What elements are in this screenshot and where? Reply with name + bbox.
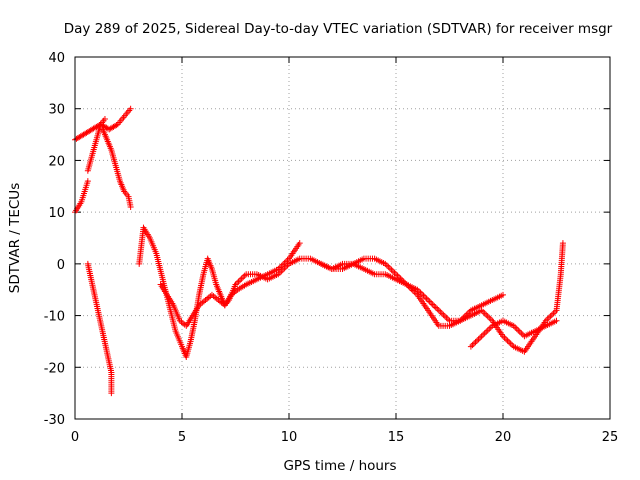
data-point [503,336,510,343]
data-point [469,342,476,349]
data-point [386,265,393,272]
data-point [487,316,494,323]
data-point [101,116,108,123]
data-point [441,313,448,320]
series-track-g [318,260,506,324]
data-point [434,305,441,312]
data-point [478,333,485,340]
data-point [425,297,432,304]
data-point [428,300,435,307]
data-point [240,274,247,281]
grid-lines [75,57,610,419]
data-point [484,327,491,334]
data-point [477,334,484,341]
data-point [426,298,433,305]
data-point [444,316,451,323]
data-point [235,278,242,285]
data-point [481,330,488,337]
data-point [480,331,487,338]
series-track-h [467,317,560,350]
data-point [127,105,134,112]
data-point [108,390,115,397]
data-point [443,314,450,321]
data-point [547,313,554,320]
data-point [385,263,392,270]
data-series [72,105,566,397]
data-point [486,325,493,332]
data-point [423,295,430,302]
data-point [513,325,520,332]
data-point [483,328,490,335]
data-point [553,317,560,324]
series-track-f [157,240,303,329]
x-tick-label: 15 [388,430,405,445]
data-point [470,340,477,347]
data-point [504,337,511,344]
x-axis-label: GPS time / hours [283,458,396,474]
data-point [483,311,490,318]
data-point [475,336,482,343]
series-track-c [84,116,108,174]
data-point [296,240,303,247]
data-point [467,343,474,350]
y-axis-label: SDTVAR / TECUs [7,183,23,293]
y-tick-label: -10 [44,310,65,325]
data-point [435,307,442,314]
data-point [422,294,429,301]
data-point [474,337,481,344]
data-point [484,313,491,320]
plot-frame [74,56,611,420]
data-point [432,304,439,311]
data-point [84,178,91,185]
y-tick-label: -30 [44,413,65,428]
x-tick-label: 20 [495,430,512,445]
data-point [472,339,479,346]
series-isolated [84,260,115,397]
data-point [507,340,514,347]
data-point [429,301,436,308]
data-point [545,314,552,321]
x-tick-label: 5 [178,430,186,445]
series-track-e [136,224,566,360]
data-point [237,277,244,284]
data-point [501,334,508,341]
x-tick-label: 25 [602,430,619,445]
data-point [506,339,513,346]
y-tick-label: 0 [57,258,65,273]
series-track-b [72,178,91,216]
y-tick-label: 30 [48,103,65,118]
x-tick-label: 10 [281,430,298,445]
data-point [559,240,566,247]
data-point [241,272,248,279]
data-point [127,203,134,210]
data-point [437,308,444,315]
data-point [113,122,120,129]
series-track-d [99,126,134,210]
data-point [500,291,506,298]
data-point [440,311,447,318]
data-point [548,311,555,318]
data-point [238,275,245,282]
x-tick-label: 0 [71,430,79,445]
chart-title: Day 289 of 2025, Sidereal Day-to-day VTE… [64,21,613,37]
data-point [515,327,522,334]
data-point [431,302,438,309]
y-tick-label: -20 [44,361,65,376]
y-tick-label: 20 [48,154,65,169]
y-tick-label: 40 [48,51,65,66]
data-point [389,268,396,275]
data-point [480,308,487,315]
data-point [516,328,523,335]
data-point [388,266,395,273]
y-tick-label: 10 [48,206,65,221]
